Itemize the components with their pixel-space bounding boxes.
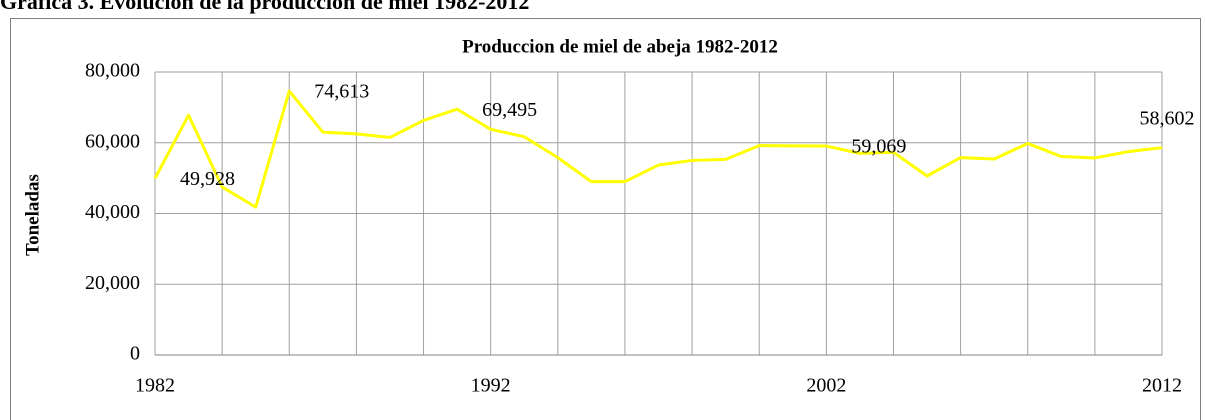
y-tick-label: 80,000 (85, 60, 140, 82)
heading: Gráfica 3. Evolución de la producción de… (0, 0, 529, 14)
y-tick-label: 40,000 (85, 201, 140, 223)
y-tick-label: 20,000 (85, 272, 140, 294)
data-label: 69,495 (482, 99, 537, 121)
x-tick-label: 1982 (135, 375, 175, 397)
data-line (153, 89, 1163, 209)
data-label: 59,069 (851, 136, 906, 158)
y-tick-label: 60,000 (85, 130, 140, 152)
x-tick-label: 2012 (1142, 375, 1182, 397)
data-label: 74,613 (314, 81, 369, 103)
x-tick-label: 2002 (806, 375, 846, 397)
data-label: 58,602 (1140, 107, 1195, 129)
y-axis-label: Toneladas (22, 174, 43, 256)
chart-title: Produccion de miel de abeja 1982-2012 (462, 36, 778, 57)
y-tick-label: 0 (130, 343, 140, 365)
x-tick-label: 1992 (471, 375, 511, 397)
data-label: 49,928 (180, 168, 235, 190)
chart-frame (10, 18, 1201, 420)
